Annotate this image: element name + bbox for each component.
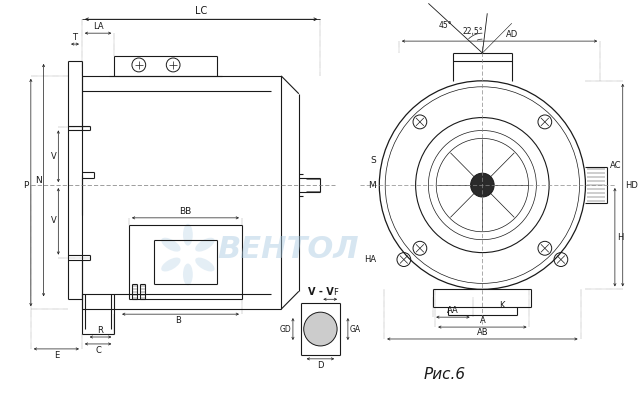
Text: R: R [97,326,103,335]
Text: T: T [72,33,77,42]
Text: N: N [35,176,42,185]
Text: ВЕНТОЛ: ВЕНТОЛ [218,235,359,264]
Text: F: F [333,288,337,297]
Text: GA: GA [350,325,361,334]
Ellipse shape [183,224,193,246]
Text: E: E [54,351,59,360]
Text: A: A [479,316,485,325]
Text: K: K [499,301,505,310]
Text: B: B [175,316,181,325]
Text: AA: AA [447,306,459,315]
Text: AB: AB [477,328,488,337]
Text: P: P [24,180,29,189]
Text: Рис.6: Рис.6 [424,367,466,382]
Ellipse shape [195,257,214,272]
Text: D: D [317,361,324,370]
Text: V: V [51,152,56,161]
Text: BB: BB [179,207,191,216]
Circle shape [304,312,337,346]
Text: AC: AC [610,161,621,170]
Text: C: C [95,346,101,355]
Text: 45°: 45° [438,21,452,30]
Text: GD: GD [279,325,291,334]
Text: AD: AD [506,30,518,39]
Text: HD: HD [625,180,637,189]
Text: H: H [617,233,623,242]
Text: V - V: V - V [308,287,333,297]
Text: V: V [51,216,56,225]
Ellipse shape [195,238,214,252]
Text: 22,5°: 22,5° [462,27,483,36]
Ellipse shape [161,257,180,272]
Text: S: S [371,156,376,165]
Text: LA: LA [93,22,104,31]
Circle shape [470,173,494,197]
Text: HA: HA [364,255,376,264]
Text: M: M [369,180,376,189]
Ellipse shape [161,238,180,252]
Ellipse shape [183,264,193,285]
Text: LC: LC [195,6,207,16]
